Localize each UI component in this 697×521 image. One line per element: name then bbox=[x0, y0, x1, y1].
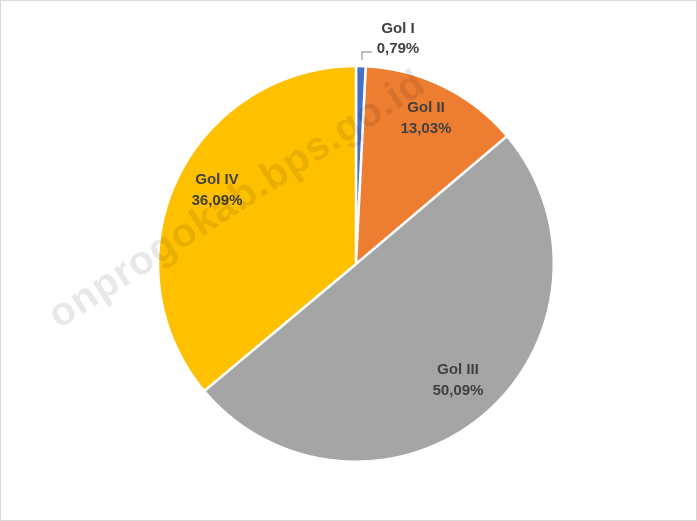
slice-label-gol-iv: Gol IV 36,09% bbox=[192, 171, 243, 209]
slice-label-gol-ii: Gol II 13,03% bbox=[401, 99, 452, 137]
slice-label-gol-i: Gol I 0,79% bbox=[377, 20, 420, 57]
pie-slices bbox=[156, 64, 556, 463]
slice-label-gol-iii: Gol III 50,09% bbox=[433, 361, 484, 399]
gol-i-leader-line bbox=[361, 51, 372, 60]
gol-i-name: Gol I bbox=[381, 20, 414, 37]
pie-slice-gol-iii bbox=[202, 134, 556, 463]
gol-iv-value: 36,09% bbox=[192, 192, 243, 209]
gol-iv-name: Gol IV bbox=[195, 171, 238, 188]
gol-iii-name: Gol III bbox=[437, 361, 479, 378]
gol-ii-name: Gol II bbox=[407, 99, 445, 116]
pie-slice-gol-ii bbox=[354, 64, 509, 266]
gol-i-value: 0,79% bbox=[377, 40, 420, 57]
gol-ii-value: 13,03% bbox=[401, 120, 452, 137]
pie-slice-gol-iv bbox=[156, 64, 358, 393]
gol-iii-value: 50,09% bbox=[433, 382, 484, 399]
